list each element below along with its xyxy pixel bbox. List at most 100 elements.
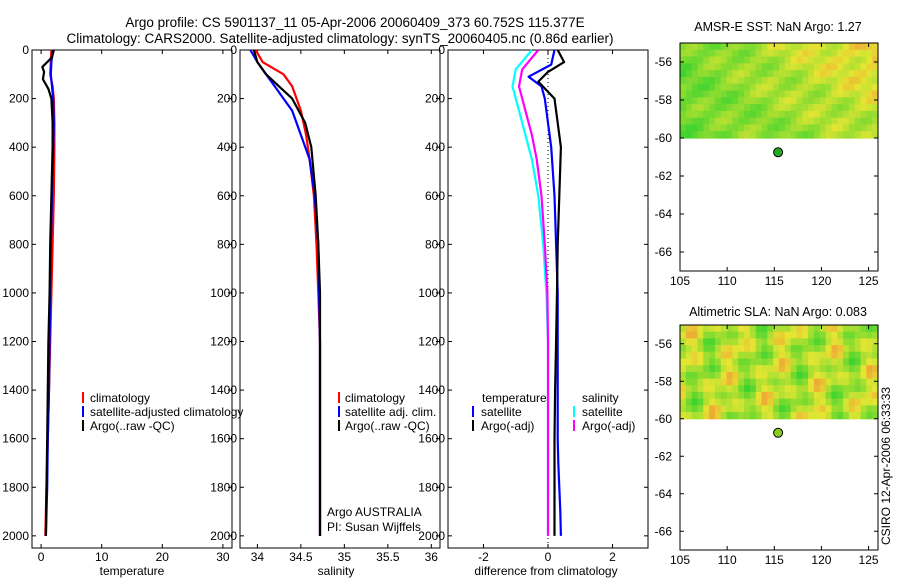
heatmap-cell (744, 398, 751, 406)
xtick-label: 35.5 (376, 550, 400, 564)
heatmap-cell (779, 83, 786, 92)
heatmap-cell (872, 391, 879, 400)
heatmap-cell (819, 76, 827, 85)
heatmap-cell (732, 63, 739, 71)
heatmap-cell (749, 49, 757, 58)
heatmap-cell (802, 90, 809, 98)
salinity-xlabel: salinity (318, 564, 355, 578)
heatmap-cell (738, 117, 745, 126)
legend-heading-salinity: salinity (582, 391, 619, 405)
heatmap-cell (680, 378, 687, 386)
heatmap-cell (714, 338, 722, 346)
heatmap-cell (860, 351, 867, 360)
heatmap-cell (697, 63, 704, 71)
heatmap-cell (848, 391, 856, 400)
heatmap-cell (802, 104, 809, 112)
heatmap-cell (784, 117, 792, 126)
heatmap-cell (796, 351, 803, 360)
heatmap-cell (749, 345, 757, 353)
heatmap-cell (738, 358, 745, 366)
heatmap-cell (714, 371, 722, 380)
heatmap-cell (854, 365, 862, 373)
heatmap-cell (819, 325, 827, 333)
heatmap-cell (831, 110, 838, 119)
heatmap-cell (773, 365, 780, 373)
heatmap-cell (860, 63, 867, 71)
heatmap-cell (755, 90, 763, 98)
heatmap-cell (773, 412, 780, 420)
heatmap-cell (784, 351, 792, 360)
heatmap-cell (680, 83, 687, 92)
heatmap-cell (813, 110, 821, 119)
heatmap-cell (779, 97, 786, 105)
heatmap-cell (761, 365, 768, 373)
heatmap-cell (825, 97, 833, 105)
heatmap-cell (819, 56, 827, 64)
heatmap-cell (813, 104, 821, 112)
heatmap-cell (866, 378, 873, 386)
heatmap-cell (866, 117, 873, 126)
heatmap-cell (714, 412, 722, 420)
heatmap-cell (685, 398, 693, 406)
heatmap-cell (831, 405, 838, 413)
heatmap-cell (819, 391, 827, 400)
heatmap-cell (784, 131, 792, 139)
heatmap-cell (749, 351, 757, 360)
heatmap-cell (703, 70, 710, 78)
heatmap-cell (697, 385, 704, 393)
heatmap-cell (808, 371, 815, 380)
heatmap-cell (802, 371, 809, 380)
heatmap-cell (703, 345, 710, 353)
ytick-label: 600 (217, 189, 237, 203)
heatmap-cell (697, 110, 704, 119)
heatmap-cell (685, 358, 693, 366)
heatmap-cell (691, 378, 699, 386)
heatmap-cell (860, 83, 867, 92)
heatmap-cell (761, 83, 768, 92)
heatmap-cell (761, 391, 768, 400)
heatmap-cell (726, 117, 734, 126)
heatmap-cell (854, 391, 862, 400)
heatmap-cell (738, 365, 745, 373)
heatmap-cell (790, 338, 798, 346)
heatmap-cell (680, 43, 687, 51)
heatmap-cell (784, 124, 792, 132)
heatmap-cell (773, 97, 780, 105)
heatmap-cell (773, 124, 780, 132)
heatmap-cell (709, 391, 716, 400)
heatmap-cell (854, 398, 862, 406)
heatmap-cell (790, 90, 798, 98)
heatmap-cell (837, 345, 844, 353)
heatmap-cell (732, 90, 739, 98)
heatmap-cell (872, 56, 879, 64)
sla-map-panel: Altimetric SLA: NaN Argo: 0.083 -56 -58 -6… (655, 305, 879, 567)
difference-panel: 0 200 400 600 800 1000 1200 1400 1600 1800 2000 -2… (418, 43, 649, 578)
heatmap-cell (749, 104, 757, 112)
heatmap-cell (819, 70, 827, 78)
heatmap-cell (819, 398, 827, 406)
heatmap-cell (854, 76, 862, 85)
heatmap-cell (749, 110, 757, 119)
heatmap-cell (837, 358, 844, 366)
heatmap-cell (819, 63, 827, 71)
heatmap-cell (744, 90, 751, 98)
heatmap-cell (697, 90, 704, 98)
heatmap-cell (691, 76, 699, 85)
heatmap-cell (767, 398, 774, 406)
heatmap-cell (825, 110, 833, 119)
heatmap-cell (808, 124, 815, 132)
legend-label: satellite adj. clim. (345, 405, 436, 419)
heatmap-cell (819, 117, 827, 126)
heatmap-cell (755, 331, 763, 339)
heatmap-cell (767, 97, 774, 105)
heatmap-cell (709, 378, 716, 386)
heatmap-cell (866, 351, 873, 360)
ytick-label: 1000 (2, 286, 29, 300)
heatmap-cell (738, 345, 745, 353)
heatmap-cell (738, 70, 745, 78)
heatmap-cell (831, 412, 838, 420)
heatmap-cell (813, 124, 821, 132)
heatmap-cell (720, 385, 728, 393)
heatmap-cell (813, 56, 821, 64)
heatmap-cell (796, 70, 803, 78)
